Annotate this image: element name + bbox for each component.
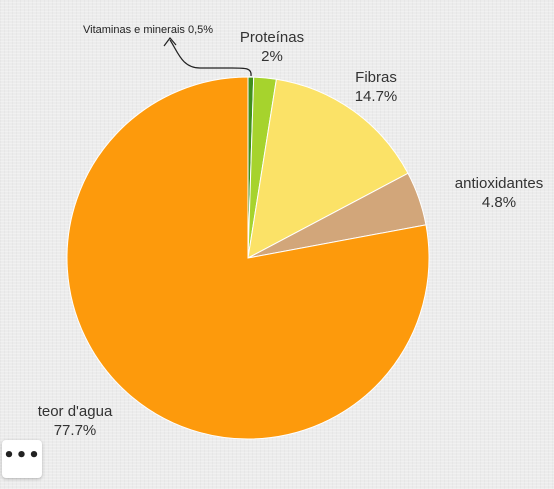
- proteinas-label-text: Proteínas: [239, 29, 305, 46]
- slice-label-proteinas: Proteínas 2%: [232, 28, 312, 66]
- pie-slice-4: [66, 76, 430, 440]
- fibras-value-text: 14.7%: [354, 88, 398, 105]
- antioxidantes-label-text: antioxidantes: [454, 175, 544, 192]
- proteinas-value-text: 2%: [261, 48, 283, 65]
- callout-arrow-line: [169, 39, 252, 77]
- pie-slice-2: [247, 78, 409, 259]
- fibras-label-text: Fibras: [355, 69, 397, 86]
- vitaminas-label-text: Vitaminas e minerais: [83, 24, 185, 36]
- antioxidantes-value-text: 4.8%: [481, 194, 517, 211]
- pie-slices: [66, 76, 430, 440]
- teor-agua-value-text: 77.7%: [53, 422, 97, 439]
- slice-label-antioxidantes: antioxidantes 4.8%: [444, 174, 554, 212]
- slice-label-vitaminas: Vitaminas e minerais 0,5%: [83, 24, 213, 36]
- slice-label-fibras: Fibras 14.7%: [336, 68, 416, 106]
- slice-label-teor-agua: teor d'agua 77.7%: [20, 402, 130, 440]
- more-horizontal-icon: •••: [3, 445, 41, 466]
- teor-agua-label-text: teor d'agua: [37, 403, 113, 420]
- callout-arrowhead: [163, 37, 177, 47]
- more-options-button[interactable]: •••: [2, 440, 42, 478]
- vitaminas-value-text: 0,5%: [187, 24, 214, 36]
